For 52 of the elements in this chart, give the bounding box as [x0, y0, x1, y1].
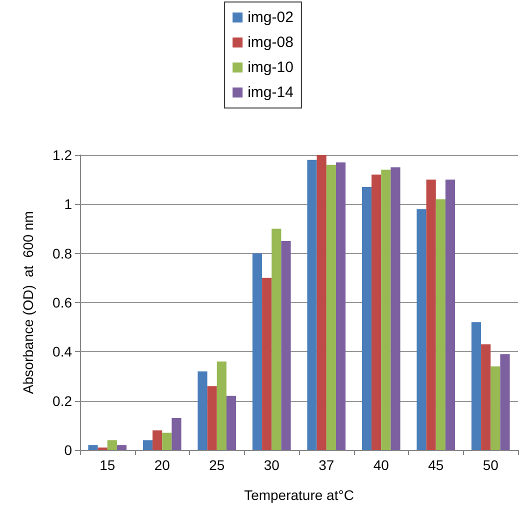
x-tick-label: 30: [264, 457, 280, 473]
bar: [471, 322, 482, 450]
bar: [481, 344, 491, 450]
bar: [226, 396, 236, 450]
bar: [390, 167, 400, 450]
bar: [490, 366, 500, 450]
x-tick-label: 45: [428, 457, 444, 473]
y-tick-label: 0.6: [52, 294, 72, 310]
bar: [262, 278, 272, 450]
legend-label: img-10: [248, 59, 294, 76]
bar: [172, 418, 182, 450]
x-tick-label: 15: [100, 457, 116, 473]
y-tick-label: 1.2: [52, 147, 72, 163]
bar: [416, 209, 426, 450]
x-tick-label: 25: [209, 457, 225, 473]
bar: [307, 160, 317, 450]
bar: [116, 445, 127, 450]
bar: [316, 155, 326, 450]
bar: [107, 440, 117, 450]
y-tick-label: 0.2: [52, 392, 72, 409]
x-tick-label: 50: [482, 457, 499, 473]
bar: [152, 430, 162, 450]
bar: [142, 440, 153, 450]
bar: [326, 164, 336, 450]
bar: [381, 170, 391, 450]
y-tick-label: 0: [64, 442, 72, 458]
legend-label: img-14: [248, 84, 294, 101]
x-tick-label: 40: [373, 457, 390, 473]
bar: [281, 241, 291, 450]
bar: [207, 386, 217, 450]
bar: [88, 445, 98, 450]
x-axis-title: Temperature at°C: [244, 487, 354, 503]
bar: [162, 432, 172, 450]
bar: [426, 180, 436, 450]
bar: [372, 174, 382, 450]
bar: [216, 362, 226, 450]
y-tick-label: 1: [64, 196, 72, 212]
y-tick-label: 0.8: [52, 245, 72, 262]
y-axis-title: Absorbance (OD) at 600 nm: [20, 211, 36, 394]
legend-label: img-08: [248, 34, 294, 51]
y-tick-label: 0.4: [52, 344, 72, 360]
x-tick-label: 37: [318, 457, 334, 473]
bar: [500, 354, 510, 450]
legend-label: img-02: [248, 9, 294, 26]
bar: [336, 162, 346, 450]
bar: [445, 180, 456, 450]
bar: [272, 228, 282, 450]
x-tick-label: 20: [154, 457, 170, 473]
bar: [252, 253, 262, 450]
bar: [436, 199, 446, 450]
bar: [198, 371, 208, 450]
bar: [362, 186, 372, 450]
